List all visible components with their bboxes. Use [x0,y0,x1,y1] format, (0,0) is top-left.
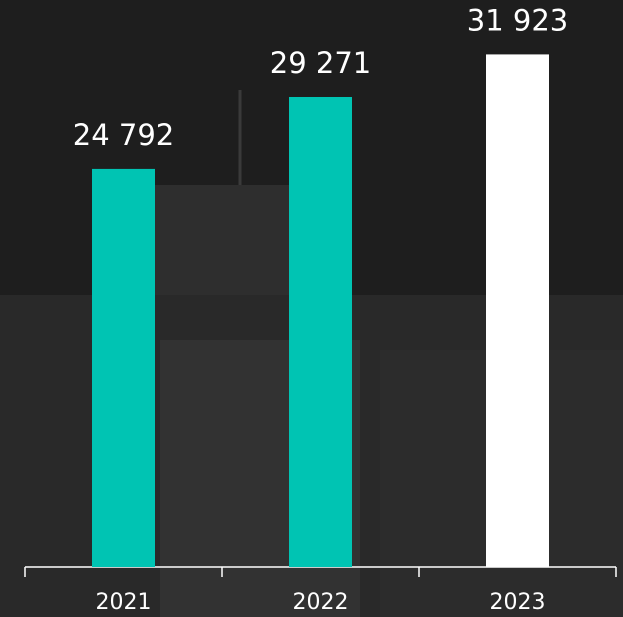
x-tick-label: 2022 [293,590,349,615]
bar [486,54,549,567]
value-label: 29 271 [270,46,371,80]
bar [289,96,352,568]
x-tick-label: 2023 [490,590,546,615]
x-tick-label: 2021 [96,590,152,615]
bar [92,168,155,567]
value-label: 24 792 [73,118,174,152]
value-label: 31 923 [467,3,568,37]
